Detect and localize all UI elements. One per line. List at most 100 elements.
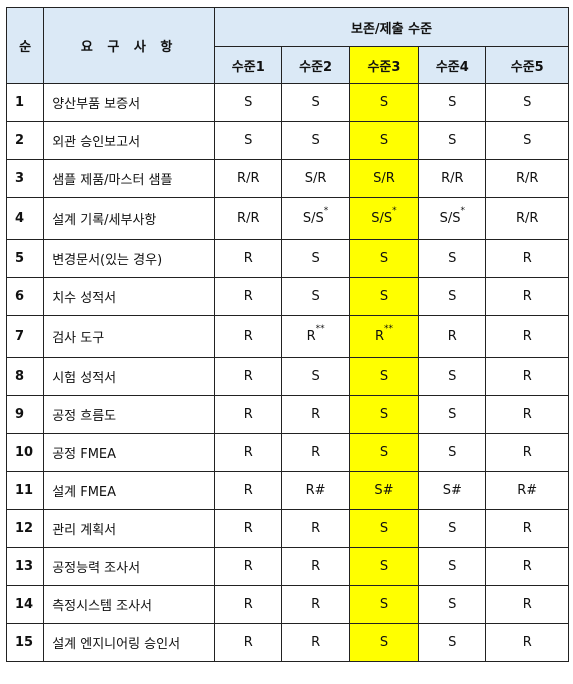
level-value: S/R xyxy=(373,171,395,186)
level-4-cell: R xyxy=(418,315,487,358)
level-5-cell: R xyxy=(485,239,569,278)
level-5-cell: R xyxy=(485,277,569,316)
level-value: S xyxy=(379,445,389,460)
level-3-cell: S/R xyxy=(348,159,420,198)
row-number: 8 xyxy=(5,357,45,396)
level-value: S xyxy=(311,133,320,148)
level-1-cell: R xyxy=(214,623,283,662)
table-row: 8 시험 성적서 R S S S R xyxy=(5,357,569,396)
table-row: 15 설계 엔지니어링 승인서 R R S S R xyxy=(5,623,569,662)
table-row: 4 설계 기록/세부사항 R/R S/S* S/S* S/S* R/R xyxy=(5,197,569,240)
table-header: 순 요 구 사 항 보존/제출 수준 수준1 수준2 수준3 수준4 수준5 xyxy=(5,7,569,84)
level-2-cell: R xyxy=(281,585,350,624)
level-value: R xyxy=(311,635,321,650)
level-1-cell: R xyxy=(214,585,283,624)
level-value: S xyxy=(379,635,389,650)
level-1-cell: R xyxy=(214,547,283,586)
level-header-3: 수준3 xyxy=(348,46,420,84)
requirement-cell: 공정 FMEA xyxy=(43,433,216,472)
level-value: R xyxy=(311,597,321,612)
row-number: 12 xyxy=(5,509,45,548)
level-5-cell: S xyxy=(485,83,569,122)
level-value: S xyxy=(448,251,457,266)
level-4-cell: S xyxy=(418,547,487,586)
level-5-cell: S xyxy=(485,121,569,160)
table-row: 12 관리 계획서 R R S S R xyxy=(5,509,569,548)
level-value: R# xyxy=(305,483,326,498)
level-3-cell: R** xyxy=(348,315,420,358)
level-value: R xyxy=(243,445,253,460)
seq-header: 순 xyxy=(5,7,45,84)
level-1-cell: R xyxy=(214,471,283,510)
level-3-cell: S xyxy=(348,277,420,316)
level-3-cell: S xyxy=(348,239,420,278)
level-5-cell: R xyxy=(485,433,569,472)
row-number: 2 xyxy=(5,121,45,160)
level-value: S xyxy=(311,289,320,304)
level-value: R xyxy=(243,369,253,384)
level-1-cell: R xyxy=(214,395,283,434)
requirement-cell: 검사 도구 xyxy=(43,315,216,358)
requirement-cell: 치수 성적서 xyxy=(43,277,216,316)
level-value: S/S xyxy=(439,211,461,226)
level-4-cell: S xyxy=(418,433,487,472)
level-5-cell: R xyxy=(485,547,569,586)
level-5-cell: R/R xyxy=(485,159,569,198)
level-value: S# xyxy=(374,483,394,498)
level-value: S xyxy=(311,251,320,266)
level-3-cell: S xyxy=(348,623,420,662)
requirement-cell: 설계 FMEA xyxy=(43,471,216,510)
level-2-cell: S xyxy=(281,357,350,396)
footnote-mark: ** xyxy=(315,324,325,334)
table-row: 6 치수 성적서 R S S S R xyxy=(5,277,569,316)
level-4-cell: S xyxy=(418,509,487,548)
level-5-cell: R xyxy=(485,315,569,358)
level-2-cell: R xyxy=(281,509,350,548)
level-value: R xyxy=(243,483,253,498)
level-value: R xyxy=(522,597,532,612)
requirement-cell: 설계 기록/세부사항 xyxy=(43,197,216,240)
level-value: S/R xyxy=(304,171,327,186)
table-row: 1 양산부품 보증서 S S S S S xyxy=(5,83,569,122)
footnote-mark: * xyxy=(460,206,466,216)
level-value: R xyxy=(243,251,253,266)
level-value: S xyxy=(448,559,457,574)
row-number: 1 xyxy=(5,83,45,122)
level-1-cell: R xyxy=(214,433,283,472)
level-3-cell: S/S* xyxy=(348,197,420,240)
level-value: S/S xyxy=(371,211,393,226)
level-value: S xyxy=(311,95,320,110)
level-4-cell: S/S* xyxy=(418,197,487,240)
level-5-cell: R xyxy=(485,623,569,662)
level-2-cell: S/S* xyxy=(281,197,350,240)
level-2-cell: R xyxy=(281,433,350,472)
level-value: R xyxy=(243,407,253,422)
level-value: S xyxy=(448,635,457,650)
level-1-cell: R xyxy=(214,509,283,548)
level-value: R xyxy=(522,329,532,344)
table-row: 7 검사 도구 R R** R** R R xyxy=(5,315,569,358)
level-4-cell: S xyxy=(418,121,487,160)
level-2-cell: R** xyxy=(281,315,350,358)
level-header-5: 수준5 xyxy=(485,46,569,84)
footnote-mark: * xyxy=(392,206,397,216)
row-number: 7 xyxy=(5,315,45,358)
row-number: 9 xyxy=(5,395,45,434)
requirement-header: 요 구 사 항 xyxy=(43,7,216,84)
level-3-cell: S xyxy=(348,433,420,472)
level-value: R xyxy=(243,597,253,612)
level-5-cell: R/R xyxy=(485,197,569,240)
table-row: 9 공정 흐름도 R R S S R xyxy=(5,395,569,434)
level-value: S xyxy=(379,369,389,384)
level-1-cell: R xyxy=(214,357,283,396)
level-2-cell: R xyxy=(281,623,350,662)
table-row: 14 측정시스템 조사서 R R S S R xyxy=(5,585,569,624)
requirement-cell: 측정시스템 조사서 xyxy=(43,585,216,624)
level-2-cell: S xyxy=(281,239,350,278)
requirement-cell: 공정능력 조사서 xyxy=(43,547,216,586)
level-value: S xyxy=(379,133,389,148)
level-value: S xyxy=(379,407,389,422)
level-value: R xyxy=(522,407,532,422)
level-1-cell: S xyxy=(214,83,283,122)
level-header-1: 수준1 xyxy=(214,46,283,84)
